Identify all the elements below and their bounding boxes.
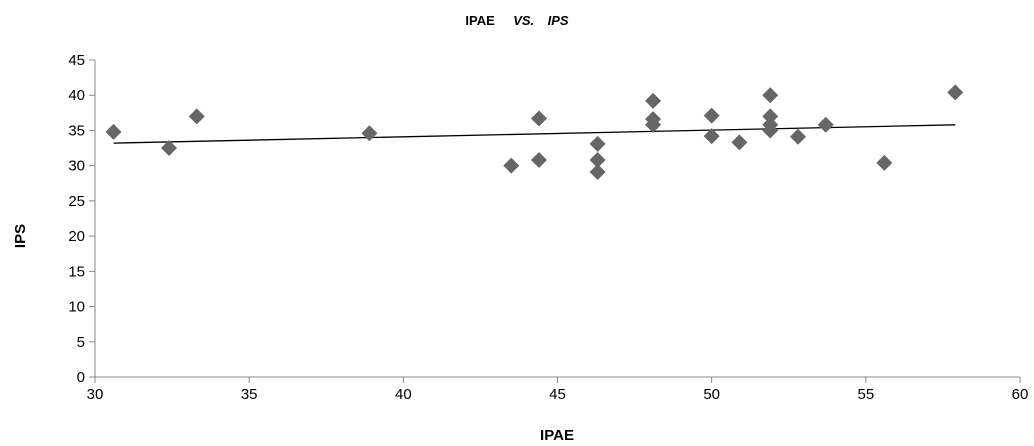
chart-title-part1: IPAE [465, 13, 495, 28]
data-point [531, 110, 547, 127]
y-tick-label: 10 [68, 299, 85, 316]
x-axis-label: IPAE [540, 427, 574, 444]
x-tick-label: 50 [703, 386, 720, 403]
y-tick-label: 15 [68, 263, 85, 280]
trendline-group [113, 124, 956, 144]
chart-title-part3: IPS [548, 13, 569, 28]
y-tick-label: 25 [68, 193, 85, 210]
data-point [161, 140, 177, 157]
data-point [762, 116, 779, 133]
data-point [645, 92, 662, 109]
data-point [503, 157, 520, 174]
y-tick-label: 40 [68, 87, 85, 104]
data-point [645, 111, 662, 128]
axes [89, 59, 1021, 383]
y-tick-label: 20 [68, 228, 85, 245]
data-point [762, 108, 779, 125]
data-point [703, 107, 720, 124]
data-point [589, 164, 606, 181]
data-point [876, 154, 893, 171]
data-point [589, 135, 606, 152]
data-point [790, 128, 806, 145]
x-tick-label: 60 [1012, 386, 1029, 403]
data-point [703, 128, 720, 145]
data-point [105, 123, 122, 140]
y-tick-label: 35 [68, 122, 85, 139]
chart-title-part2: VS. [513, 13, 534, 28]
tick-labels: 0 5 10 15 20 25 30 35 40 45 30 35 40 45 50 55 60 [68, 52, 1028, 403]
data-point [947, 84, 964, 101]
x-tick-label: 35 [241, 386, 258, 403]
data-point [731, 134, 748, 151]
x-tick-label: 40 [395, 386, 412, 403]
x-tick-label: 30 [87, 386, 104, 403]
data-point [817, 116, 834, 133]
y-axis-label: IPS [12, 224, 29, 248]
y-tick-label: 30 [68, 158, 85, 175]
y-tick-label: 0 [77, 369, 85, 386]
data-point [762, 87, 779, 104]
data-points [105, 84, 964, 181]
chart-title: IPAE VS. IPS [465, 12, 569, 29]
y-tick-label: 5 [77, 334, 85, 351]
x-tick-label: 55 [857, 386, 874, 403]
data-point [361, 125, 378, 142]
data-point [589, 152, 606, 169]
data-point [531, 152, 547, 169]
data-point [188, 108, 205, 125]
y-tick-label: 45 [68, 52, 85, 69]
x-tick-label: 45 [549, 386, 566, 403]
trendline [113, 124, 956, 144]
